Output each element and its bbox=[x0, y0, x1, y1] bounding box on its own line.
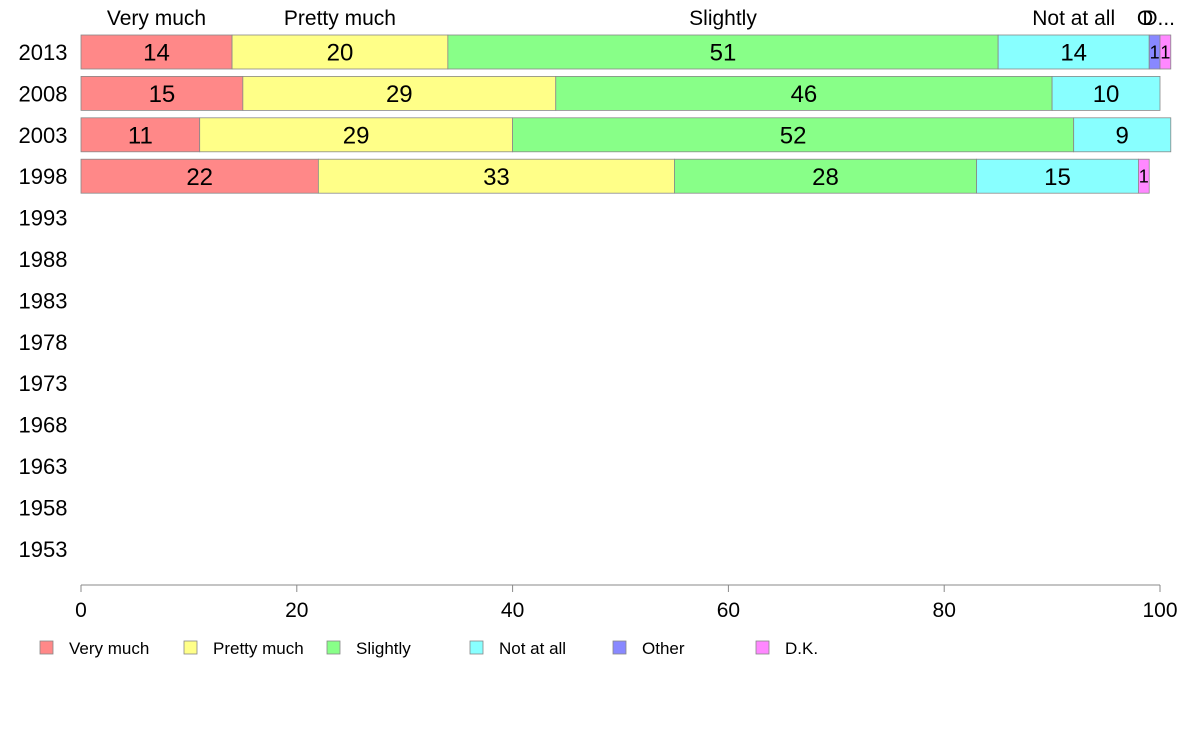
bar-2013-very-much bbox=[80, 34, 233, 70]
year-label-1978: 1978 bbox=[19, 330, 68, 355]
legend-swatch-other bbox=[612, 640, 627, 655]
legend-swatch-pretty-much bbox=[183, 640, 198, 655]
year-label-1973: 1973 bbox=[19, 371, 68, 396]
bar-2003-slightly bbox=[512, 117, 1075, 153]
legend-swatch-not-at-all bbox=[469, 640, 484, 655]
top-label-1: Very much bbox=[107, 7, 206, 30]
bar-label-2013-d-k-: 1 bbox=[1160, 42, 1170, 62]
bar-1998-pretty-much bbox=[317, 158, 675, 194]
bar-label-2013-slightly: 51 bbox=[710, 40, 737, 67]
legend-label-slightly: Slightly bbox=[356, 639, 411, 658]
year-label-2013: 2013 bbox=[19, 40, 68, 65]
bar-2013-not-at-all bbox=[997, 34, 1150, 70]
bar-label-2013-pretty-much: 20 bbox=[327, 40, 354, 67]
bar-label-1998-not-at-all: 15 bbox=[1044, 164, 1071, 191]
bar-2003-very-much bbox=[80, 117, 201, 153]
year-label-1993: 1993 bbox=[19, 206, 68, 231]
bar-label-2013-other: 1 bbox=[1150, 42, 1160, 62]
bar-1998-not-at-all bbox=[976, 158, 1139, 194]
bar-2008-very-much bbox=[80, 76, 244, 111]
x-tick-label-80: 80 bbox=[933, 599, 956, 622]
top-label-6: D... bbox=[1142, 7, 1175, 30]
top-label-4: Not at all bbox=[1032, 7, 1115, 30]
year-label-1998: 1998 bbox=[19, 164, 68, 189]
bar-2013-d-k- bbox=[1159, 34, 1172, 70]
x-tick-label-100: 100 bbox=[1142, 599, 1177, 622]
x-tick-label-60: 60 bbox=[717, 599, 740, 622]
x-tick-label-40: 40 bbox=[501, 599, 524, 622]
bar-1998-very-much bbox=[80, 158, 319, 194]
bar-1998-slightly bbox=[674, 158, 977, 194]
legend-label-pretty-much: Pretty much bbox=[213, 639, 304, 658]
bar-label-1998-very-much: 22 bbox=[186, 164, 213, 191]
bar-label-2008-very-much: 15 bbox=[149, 81, 176, 108]
year-label-1983: 1983 bbox=[19, 288, 68, 313]
bar-2008-not-at-all bbox=[1051, 76, 1161, 111]
bar-2013-slightly bbox=[447, 34, 999, 70]
legend-label-not-at-all: Not at all bbox=[499, 639, 566, 658]
bar-label-2008-not-at-all: 10 bbox=[1093, 81, 1120, 108]
bar-label-2013-not-at-all: 14 bbox=[1060, 40, 1087, 67]
x-tick-label-20: 20 bbox=[285, 599, 308, 622]
year-label-1958: 1958 bbox=[19, 495, 68, 520]
top-label-2: Pretty much bbox=[284, 7, 396, 30]
year-label-1963: 1963 bbox=[19, 454, 68, 479]
bar-2013-pretty-much bbox=[231, 34, 449, 70]
legend-label-other: Other bbox=[642, 639, 685, 658]
legend-swatch-slightly bbox=[326, 640, 341, 655]
bar-label-2003-slightly: 52 bbox=[780, 122, 807, 149]
legend-swatch-d-k- bbox=[755, 640, 770, 655]
year-label-1988: 1988 bbox=[19, 247, 68, 272]
year-label-1953: 1953 bbox=[19, 537, 68, 562]
bar-label-1998-d-k-: 1 bbox=[1139, 167, 1149, 187]
bar-label-2003-very-much: 11 bbox=[128, 122, 153, 149]
bar-label-2013-very-much: 14 bbox=[143, 40, 170, 67]
top-label-3: Slightly bbox=[689, 7, 757, 30]
bar-label-2003-pretty-much: 29 bbox=[343, 122, 370, 149]
x-tick-label-0: 0 bbox=[75, 599, 87, 622]
bar-label-2008-slightly: 46 bbox=[791, 81, 818, 108]
legend-label-d-k-: D.K. bbox=[785, 639, 818, 658]
bar-2008-pretty-much bbox=[242, 76, 557, 111]
year-label-2008: 2008 bbox=[19, 81, 68, 106]
legend-swatch-very-much bbox=[39, 640, 54, 655]
bar-1998-d-k- bbox=[1138, 158, 1150, 194]
bar-2008-slightly bbox=[555, 76, 1053, 111]
year-label-2003: 2003 bbox=[19, 123, 68, 148]
top-label-5: O bbox=[1137, 7, 1153, 30]
bar-2003-not-at-all bbox=[1073, 117, 1172, 153]
bar-label-1998-slightly: 28 bbox=[812, 164, 839, 191]
bar-label-1998-pretty-much: 33 bbox=[483, 164, 510, 191]
bar-label-2003-not-at-all: 9 bbox=[1116, 122, 1129, 149]
year-label-1968: 1968 bbox=[19, 413, 68, 438]
bar-label-2008-pretty-much: 29 bbox=[386, 81, 413, 108]
legend-label-very-much: Very much bbox=[69, 639, 149, 658]
